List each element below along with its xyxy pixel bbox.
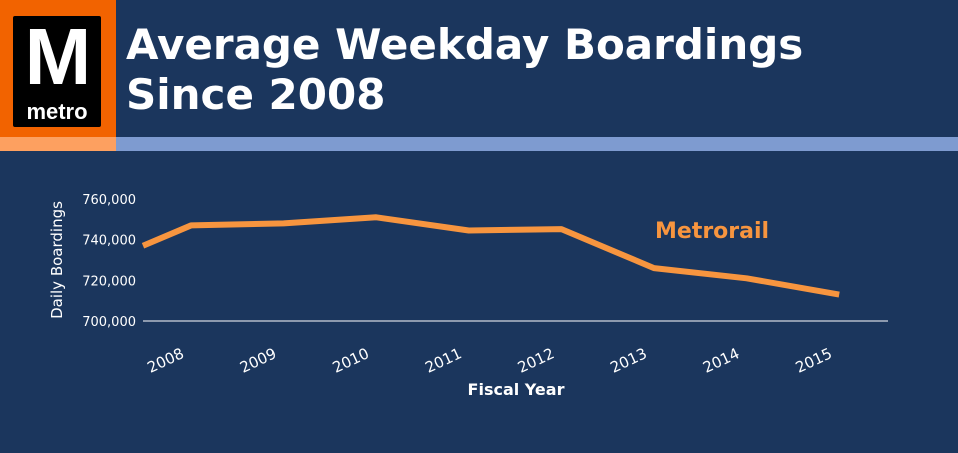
y-tick-label: 760,000 (82, 193, 136, 208)
title-line-1: Average Weekday Boardings (126, 20, 804, 69)
y-tick-label: 700,000 (82, 315, 136, 330)
x-tick-label: 2015 (793, 344, 835, 376)
logo-letter: M (24, 16, 92, 101)
y-tick-label: 720,000 (82, 274, 136, 289)
series-label-metrorail: Metrorail (655, 219, 769, 244)
x-tick-label: 2009 (237, 344, 279, 376)
x-tick-label: 2011 (422, 344, 464, 376)
title-line-2: Since 2008 (126, 70, 386, 119)
stripe-blue (116, 137, 958, 151)
y-tick-label: 740,000 (82, 234, 136, 249)
x-tick-label: 2012 (515, 344, 557, 376)
y-axis-label: Daily Boardings (48, 201, 66, 319)
logo-word: metro (26, 99, 88, 124)
x-tick-label: 2013 (607, 344, 649, 376)
x-axis-label: Fiscal Year (468, 380, 565, 399)
stripe-orange (0, 137, 116, 151)
x-tick-label: 2014 (700, 344, 742, 376)
x-tick-label: 2010 (330, 344, 372, 376)
page-title: Average Weekday Boardings Since 2008 (126, 20, 803, 120)
metro-logo: M metro (13, 16, 101, 127)
x-tick-label: 2008 (144, 344, 186, 376)
